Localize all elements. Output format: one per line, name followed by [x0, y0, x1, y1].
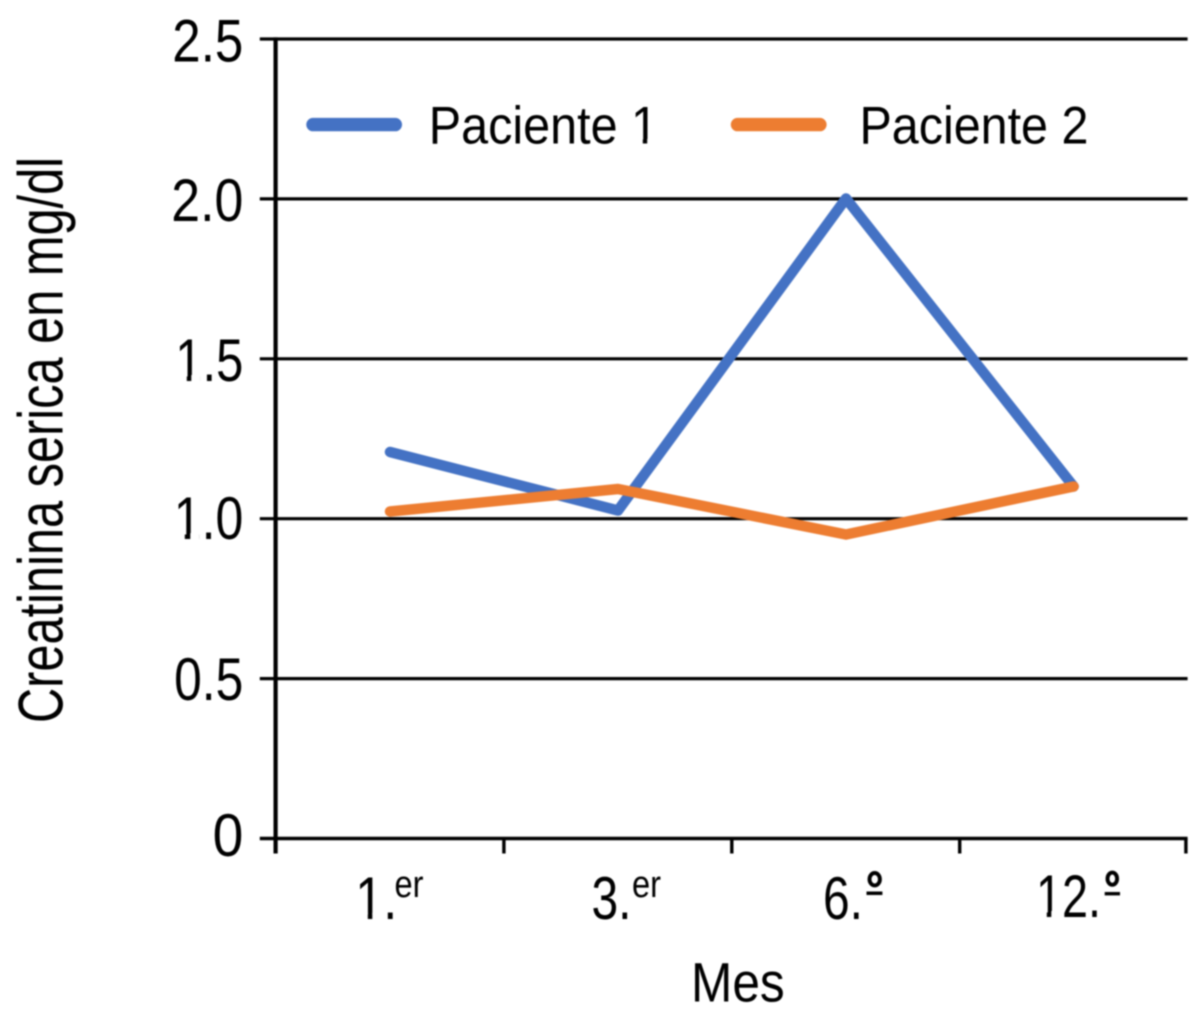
svg-text:1.: 1.: [355, 865, 397, 932]
svg-text:1.5: 1.5: [175, 327, 243, 394]
svg-text:Creatinina serica en mg/dl: Creatinina serica en mg/dl: [7, 157, 77, 723]
svg-text:Mes: Mes: [691, 950, 785, 1013]
svg-text:0: 0: [213, 802, 244, 869]
svg-text:0.5: 0.5: [174, 646, 243, 713]
svg-text:12.: 12.: [1036, 863, 1101, 930]
svg-text:3.: 3.: [592, 865, 632, 932]
svg-text:1.0: 1.0: [174, 485, 244, 552]
svg-text:6.: 6.: [823, 865, 863, 932]
svg-text:Paciente 1: Paciente 1: [429, 97, 658, 156]
svg-text:2.5: 2.5: [172, 7, 243, 74]
svg-text:2.0: 2.0: [171, 167, 243, 234]
svg-text:Paciente 2: Paciente 2: [860, 97, 1089, 156]
svg-text:er: er: [395, 864, 424, 906]
svg-text:er: er: [632, 864, 661, 906]
